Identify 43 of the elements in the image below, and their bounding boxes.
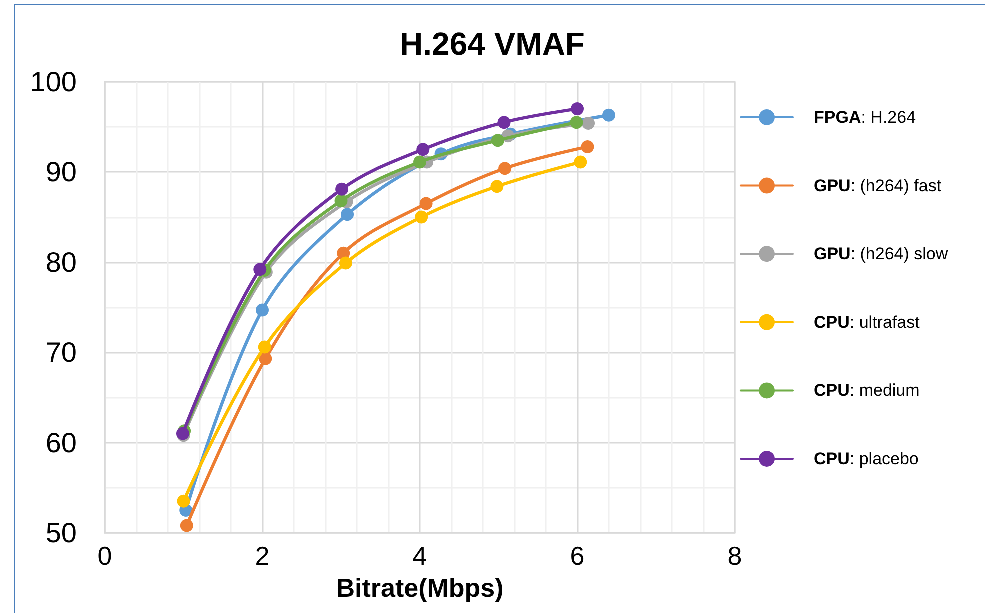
point <box>177 494 190 508</box>
point <box>336 182 349 196</box>
point <box>180 519 194 532</box>
x-tick-label: 6 <box>570 541 585 571</box>
point <box>259 352 272 366</box>
y-tick-label: 80 <box>46 246 77 278</box>
point <box>416 143 430 156</box>
point <box>581 140 594 154</box>
point <box>420 197 433 210</box>
point <box>414 156 426 169</box>
point <box>339 256 352 270</box>
chart-title: H.264 VMAF <box>400 26 585 62</box>
point <box>570 116 584 130</box>
y-tick-label: 90 <box>46 156 77 188</box>
y-tick-label: 60 <box>46 427 77 458</box>
x-tick-label: 8 <box>728 541 742 571</box>
point <box>498 162 512 176</box>
legend-label: CPU: medium <box>814 381 920 400</box>
legend-label: FPGA: H.264 <box>814 108 916 127</box>
point <box>490 180 504 194</box>
point <box>582 116 596 130</box>
point <box>571 102 584 116</box>
point <box>334 194 348 208</box>
legend-label: CPU: ultrafast <box>814 312 920 332</box>
y-tick-label: 50 <box>46 518 77 548</box>
y-tick-label: 100 <box>30 66 77 98</box>
point <box>602 108 616 122</box>
point <box>415 210 428 224</box>
legend-label: GPU: (h264) fast <box>814 176 942 196</box>
legend-label: GPU: (h264) slow <box>814 244 949 264</box>
point <box>341 208 354 222</box>
point <box>574 156 588 169</box>
x-tick-label: 2 <box>255 541 270 571</box>
point <box>258 340 272 354</box>
point <box>256 304 269 317</box>
x-tick-label: 0 <box>98 541 112 571</box>
x-tick-label: 4 <box>412 541 428 571</box>
point <box>498 116 511 130</box>
point <box>491 134 504 148</box>
point <box>254 263 267 276</box>
legend-label: CPU: placebo <box>814 450 919 468</box>
x-axis-title: Bitrate(Mbps) <box>336 573 504 603</box>
y-tick-label: 70 <box>46 337 77 368</box>
